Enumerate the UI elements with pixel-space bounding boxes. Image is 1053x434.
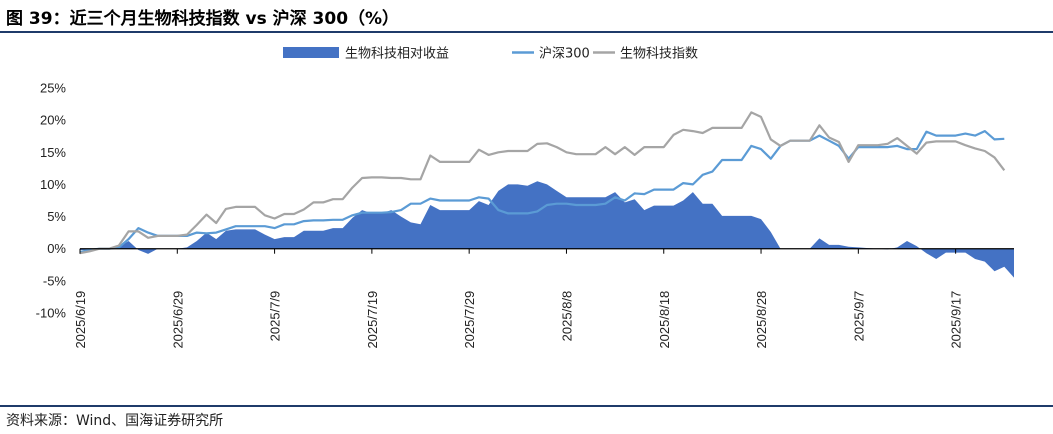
y-tick-label: 5% — [47, 209, 66, 224]
x-tick-label: 2025/7/19 — [365, 291, 380, 349]
y-tick-label: 15% — [40, 145, 66, 160]
legend: 生物科技相对收益 沪深300 生物科技指数 — [283, 46, 698, 62]
source-note: 资料来源：Wind、国海证券研究所 — [6, 413, 224, 429]
bottom-rule — [0, 405, 1053, 407]
y-tick-label: 10% — [40, 177, 66, 192]
x-tick-label: 2025/9/7 — [851, 291, 866, 342]
series-csi300-line — [79, 130, 1005, 253]
y-tick-label: -10% — [36, 306, 67, 321]
series-relative-return-area — [80, 181, 1014, 278]
chart-area: 生物科技相对收益 沪深300 生物科技指数 25% 20% 15% 10% 5% 0% -5% -… — [36, 46, 1014, 349]
top-rule — [0, 31, 1053, 33]
series-biotech-index-line — [79, 111, 1006, 255]
x-tick-label: 2025/7/29 — [462, 291, 477, 349]
legend-label: 生物科技相对收益 — [345, 47, 449, 62]
y-axis: 25% 20% 15% 10% 5% 0% -5% -10% — [36, 81, 67, 321]
y-tick-label: -5% — [43, 273, 67, 288]
y-tick-label: 20% — [40, 113, 66, 128]
x-tick-label: 2025/6/29 — [170, 291, 185, 349]
x-tick-label: 2025/8/18 — [657, 291, 672, 349]
x-tick-label: 2025/8/8 — [559, 291, 574, 342]
x-tick-label: 2025/7/9 — [268, 291, 283, 342]
legend-label: 生物科技指数 — [620, 47, 698, 62]
x-tick-label: 2025/8/28 — [754, 291, 769, 349]
legend-swatch-area — [283, 47, 339, 58]
x-tick-label: 2025/6/19 — [73, 291, 88, 349]
area-layer — [80, 181, 1014, 278]
chart-title: 图 39：近三个月生物科技指数 vs 沪深 300（%） — [6, 9, 400, 29]
y-tick-label: 25% — [40, 81, 66, 96]
x-tick-label: 2025/9/17 — [949, 291, 964, 349]
line-layer — [79, 111, 1006, 255]
y-tick-label: 0% — [47, 241, 66, 256]
x-axis: 2025/6/19 2025/6/29 2025/7/9 2025/7/19 2025/… — [73, 248, 1014, 349]
legend-label: 沪深300 — [539, 46, 590, 62]
